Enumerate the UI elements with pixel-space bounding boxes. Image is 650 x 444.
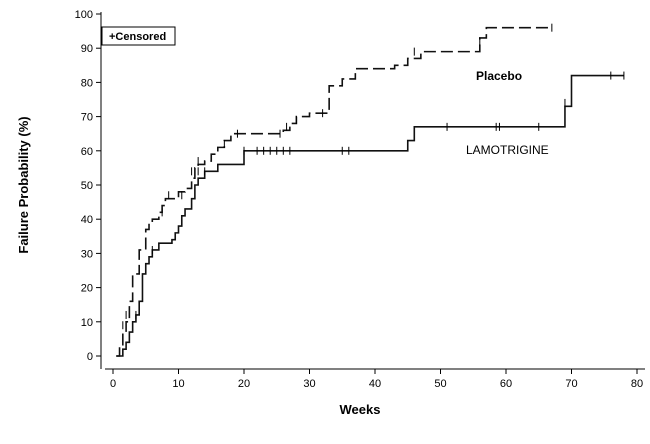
x-ticks: 0 10 20 30 40 50 60 70 80 (110, 369, 643, 390)
placebo-label: Placebo (476, 69, 522, 83)
lamotrigine-curve (116, 74, 624, 357)
x-tick-label: 70 (565, 378, 577, 390)
x-axis-title: Weeks (340, 402, 381, 417)
x-tick-label: 20 (238, 378, 250, 390)
y-tick-label: 10 (81, 317, 93, 329)
x-tick-label: 0 (110, 378, 116, 390)
y-axis-title: Failure Probability (%) (16, 116, 31, 253)
y-tick-label: 20 (81, 283, 93, 295)
y-tick-label: 0 (87, 351, 93, 363)
x-tick-label: 40 (369, 378, 381, 390)
y-tick-label: 60 (81, 146, 93, 158)
y-tick-label: 90 (81, 43, 93, 55)
legend-box: +Censored (101, 26, 176, 46)
legend-border (101, 26, 176, 46)
lamotrigine-label: LAMOTRIGINE (466, 143, 549, 157)
y-tick-label: 30 (81, 248, 93, 260)
axes: 0 10 20 30 40 50 60 70 80 0 10 20 30 40 50 60 70 80 90 100 (75, 9, 645, 390)
x-tick-label: 60 (500, 378, 512, 390)
x-tick-label: 30 (303, 378, 315, 390)
x-tick-label: 50 (434, 378, 446, 390)
series-group (116, 23, 625, 357)
y-ticks: 0 10 20 30 40 50 60 70 80 90 100 (75, 9, 101, 363)
x-tick-label: 10 (172, 378, 184, 390)
x-tick-label: 80 (631, 378, 643, 390)
y-tick-label: 70 (81, 112, 93, 124)
y-tick-label: 50 (81, 180, 93, 192)
y-tick-label: 40 (81, 214, 93, 226)
placebo-curve (116, 26, 552, 357)
y-tick-label: 80 (81, 77, 93, 89)
legend-text: +Censored (109, 31, 166, 43)
y-tick-label: 100 (75, 9, 93, 21)
